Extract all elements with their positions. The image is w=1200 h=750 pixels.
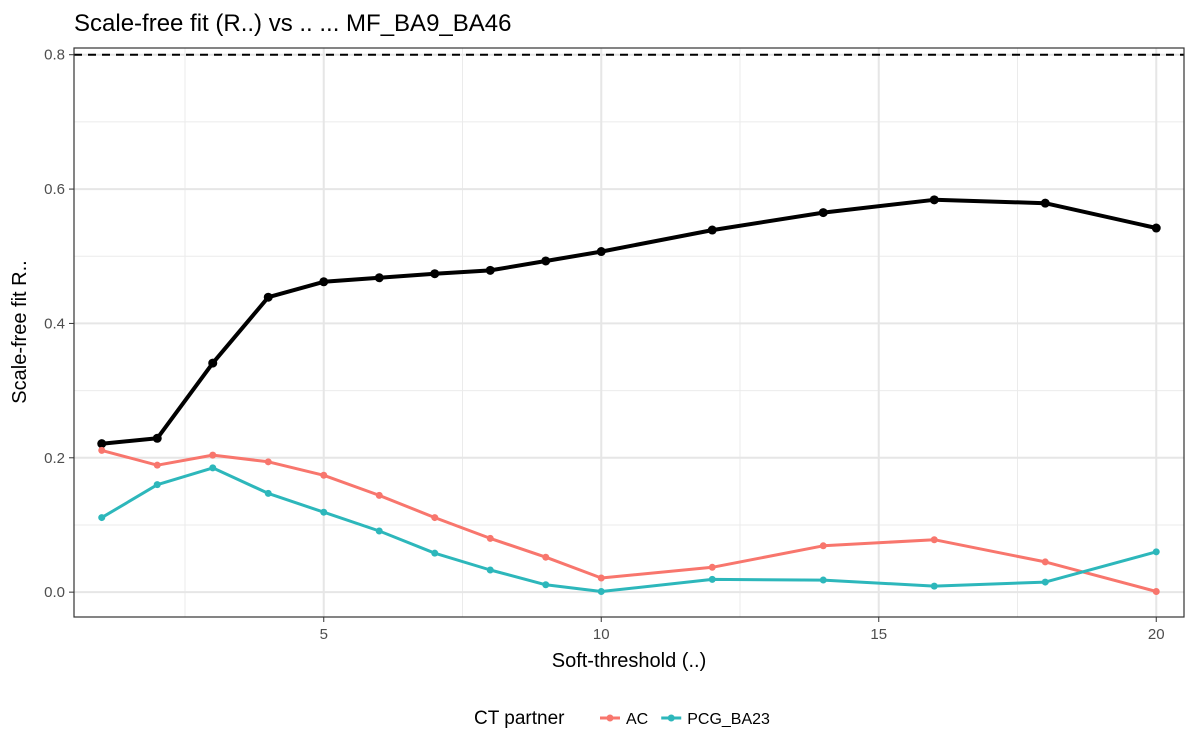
plot-panel (73, 47, 1185, 618)
data-point-ac (1041, 558, 1049, 566)
legend-title: CT partner (474, 708, 565, 729)
x-axis-title: Soft-threshold (..) (552, 650, 707, 672)
minor-gridlines (74, 48, 1184, 617)
data-point-pcg_ba23 (153, 481, 161, 489)
data-point-pcg_ba23 (1041, 578, 1049, 586)
data-point-pcg_ba23 (542, 581, 550, 589)
data-point-pcg_ba23 (264, 489, 272, 497)
data-point-overall (818, 208, 828, 218)
x-tick-label: 10 (593, 626, 610, 643)
x-axis: 5 10 15 20 (320, 617, 1165, 643)
data-point-overall (1151, 223, 1161, 233)
data-point-overall (97, 439, 107, 449)
data-point-overall (263, 292, 273, 302)
data-point-overall (485, 265, 495, 275)
legend-label: AC (626, 711, 648, 728)
data-point-overall (374, 273, 384, 283)
panel-background (74, 48, 1184, 617)
legend-key-point (667, 714, 675, 722)
y-tick-label: 0.0 (44, 584, 65, 601)
data-point-overall (152, 433, 162, 443)
data-point-ac (320, 471, 328, 479)
y-axis-title: Scale-free fit R.. (9, 260, 31, 403)
data-point-overall (319, 277, 329, 287)
legend: CT partner AC PCG_BA23 (474, 708, 770, 729)
data-point-overall (430, 269, 440, 279)
data-point-pcg_ba23 (597, 587, 605, 595)
data-point-pcg_ba23 (375, 527, 383, 535)
data-point-ac (209, 451, 217, 459)
data-point-pcg_ba23 (486, 566, 494, 574)
y-tick-label: 0.8 (44, 47, 65, 64)
y-tick-label: 0.6 (44, 181, 65, 198)
data-point-ac (708, 563, 716, 571)
data-point-overall (596, 247, 606, 257)
x-tick-label: 20 (1148, 626, 1165, 643)
panel-border (73, 47, 1185, 618)
x-tick-label: 15 (870, 626, 887, 643)
legend-items: AC PCG_BA23 (600, 711, 770, 728)
legend-key-ac (600, 714, 620, 722)
data-point-ac (486, 534, 494, 542)
data-point-pcg_ba23 (1152, 548, 1160, 556)
data-point-ac (264, 458, 272, 466)
data-point-ac (153, 461, 161, 469)
data-point-ac (1152, 587, 1160, 595)
legend-key-pcg_ba23 (661, 714, 682, 722)
data-point-overall (1040, 198, 1050, 208)
data-point-ac (819, 542, 827, 550)
data-point-ac (542, 553, 550, 561)
legend-label: PCG_BA23 (687, 711, 770, 728)
series-points (97, 195, 1161, 595)
data-point-ac (930, 536, 938, 544)
x-tick-label: 5 (320, 626, 328, 643)
major-gridlines (74, 48, 1184, 617)
data-point-overall (541, 256, 551, 266)
data-point-ac (98, 446, 106, 454)
chart-title: Scale-free fit (R..) vs .. ... MF_BA9_BA… (74, 10, 511, 37)
data-point-ac (597, 574, 605, 582)
y-axis: 0.0 0.2 0.4 0.6 0.8 (44, 47, 74, 601)
data-point-ac (375, 491, 383, 499)
data-point-pcg_ba23 (930, 582, 938, 590)
data-point-pcg_ba23 (819, 576, 827, 584)
data-point-pcg_ba23 (98, 514, 106, 522)
data-point-overall (929, 195, 939, 205)
data-point-pcg_ba23 (431, 549, 439, 557)
y-tick-label: 0.4 (44, 315, 65, 332)
legend-key-point (606, 714, 614, 722)
data-point-overall (707, 225, 717, 235)
data-point-overall (208, 358, 218, 368)
data-point-ac (431, 514, 439, 522)
data-point-pcg_ba23 (320, 508, 328, 516)
data-point-pcg_ba23 (209, 464, 217, 472)
y-tick-label: 0.2 (44, 450, 65, 467)
data-point-pcg_ba23 (708, 575, 716, 583)
